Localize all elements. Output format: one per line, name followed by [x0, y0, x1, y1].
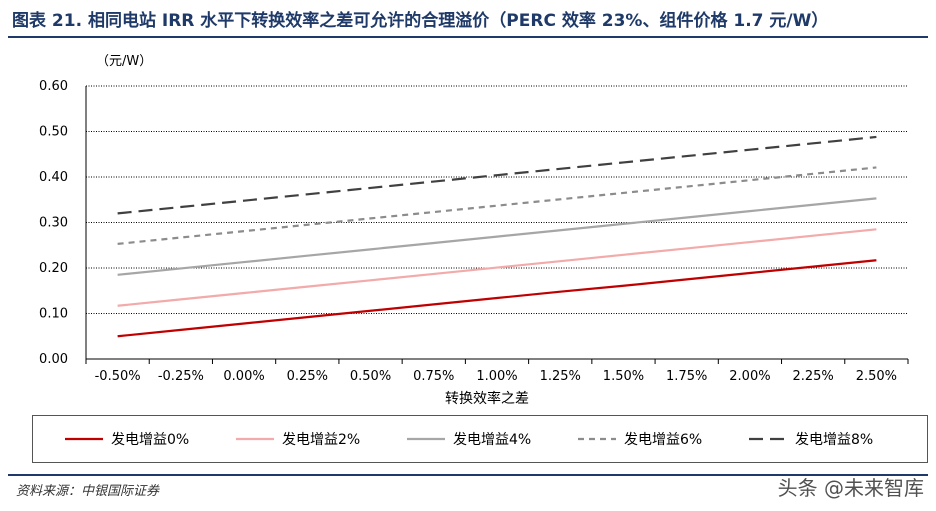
y-tick-label: 0.30: [39, 216, 68, 231]
x-tick-label: 2.50%: [856, 369, 897, 384]
legend-items: 发电增益0% 发电增益2% 发电增益4% 发电增益6% 发电增益8%: [65, 432, 873, 448]
source-note: 资料来源：中银国际证券: [16, 484, 160, 499]
legend-label-3: 发电增益4%: [453, 432, 531, 448]
legend-label-5: 发电增益8%: [795, 432, 873, 448]
legend: 发电增益0% 发电增益2% 发电增益4% 发电增益6% 发电增益8%: [32, 415, 928, 463]
footer-divider: [8, 474, 928, 476]
y-tick-label: 0.10: [39, 307, 68, 322]
series-line-1: [117, 259, 877, 338]
series-line-4: [117, 166, 877, 245]
x-tick-label: -0.25%: [158, 369, 204, 384]
x-tick-label: 2.25%: [792, 369, 833, 384]
watermark: 头条 @未来智库: [777, 476, 924, 500]
line-chart: 0.00 0.10 0.20 0.30 0.40 0.50 0.60 -0.50% -0.25%…: [39, 79, 909, 407]
x-tick-label: 2.00%: [729, 369, 770, 384]
x-tick-label: 1.00%: [476, 369, 517, 384]
title-divider: [8, 36, 928, 38]
legend-label-1: 发电增益0%: [111, 432, 189, 448]
legend-label-4: 发电增益6%: [624, 432, 702, 448]
x-tick-label: 0.75%: [413, 369, 454, 384]
x-tick-label: 1.50%: [603, 369, 644, 384]
series-line-3: [117, 197, 877, 276]
x-tick-label: 0.50%: [350, 369, 391, 384]
y-tick-label: 0.00: [39, 352, 68, 367]
x-tick-label: 0.25%: [287, 369, 328, 384]
y-tick-label: 0.20: [39, 261, 68, 276]
legend-label-2: 发电增益2%: [282, 432, 360, 448]
x-tick-label: 0.00%: [223, 369, 264, 384]
y-tick-label: 0.60: [39, 79, 68, 94]
x-tick-label: -0.50%: [95, 369, 141, 384]
y-axis-unit-label: （元/W）: [96, 54, 153, 69]
x-tick-label: 1.75%: [666, 369, 707, 384]
y-tick-label: 0.40: [39, 170, 68, 185]
series-line-5: [117, 135, 877, 215]
x-axis-label: 转换效率之差: [445, 390, 529, 407]
series-line-2: [117, 228, 877, 307]
x-tick-label: 1.25%: [540, 369, 581, 384]
y-tick-label: 0.50: [39, 125, 68, 140]
chart-title: 图表 21. 相同电站 IRR 水平下转换效率之差可允许的合理溢价（PERC 效…: [12, 11, 829, 31]
